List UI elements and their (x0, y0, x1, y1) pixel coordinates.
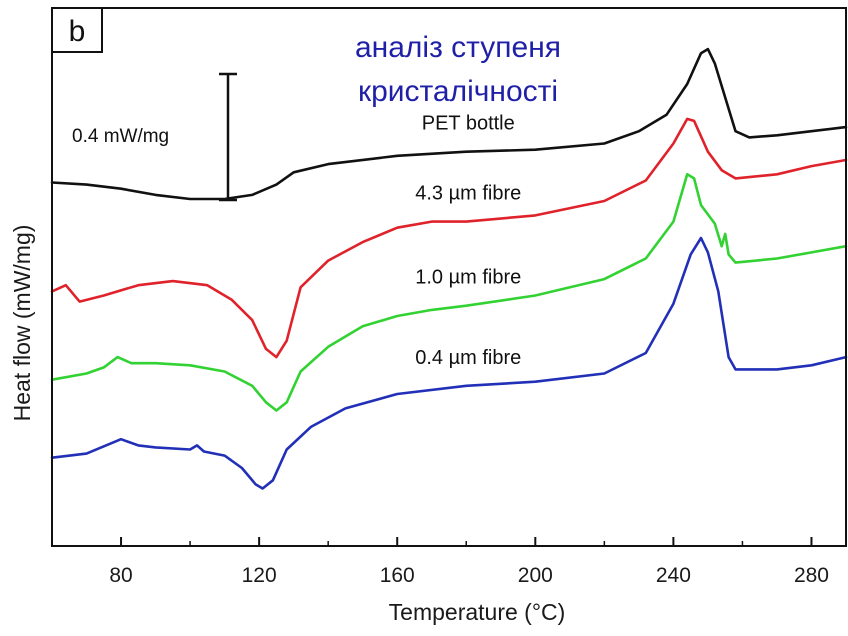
series-label-0-4-m-fibre: 0.4 µm fibre (415, 347, 521, 369)
series-line-1-0-m-fibre (50, 173, 848, 412)
panel-label-box (51, 7, 103, 53)
series-label-1-0-m-fibre: 1.0 µm fibre (415, 267, 521, 289)
scale-bar-label: 0.4 mW/mg (72, 126, 169, 147)
x-tick-label: 80 (109, 564, 132, 587)
x-axis-title: Temperature (°C) (389, 599, 566, 625)
annotation-line-1: аналіз ступеня (355, 31, 561, 64)
series-label-4-3-m-fibre: 4.3 µm fibre (415, 183, 521, 205)
panel-label: b (69, 15, 86, 48)
series-layer (50, 47, 848, 490)
y-axis-title: Heat flow (mW/mg) (9, 225, 35, 422)
series-line-4-3-m-fibre (50, 117, 848, 359)
x-tick-label: 200 (518, 564, 553, 587)
plot-frame (51, 7, 847, 547)
series-line-pet-bottle (50, 47, 848, 201)
x-tick-label: 160 (380, 564, 415, 587)
annotation-line-2: кристалічності (358, 75, 558, 108)
label-layer: PET bottle 4.3 µm fibre 1.0 µm fibre 0.4 µm… (72, 31, 561, 369)
series-label-pet-bottle: PET bottle (422, 113, 515, 135)
series-line-0-4-m-fibre (50, 236, 848, 490)
x-tick-label: 240 (656, 564, 691, 587)
axis-layer: 80 120 160 200 240 280 Temperature (°C) Heat fl… (9, 7, 847, 625)
x-tick-label: 120 (242, 564, 277, 587)
x-tick-label: 280 (794, 564, 829, 587)
